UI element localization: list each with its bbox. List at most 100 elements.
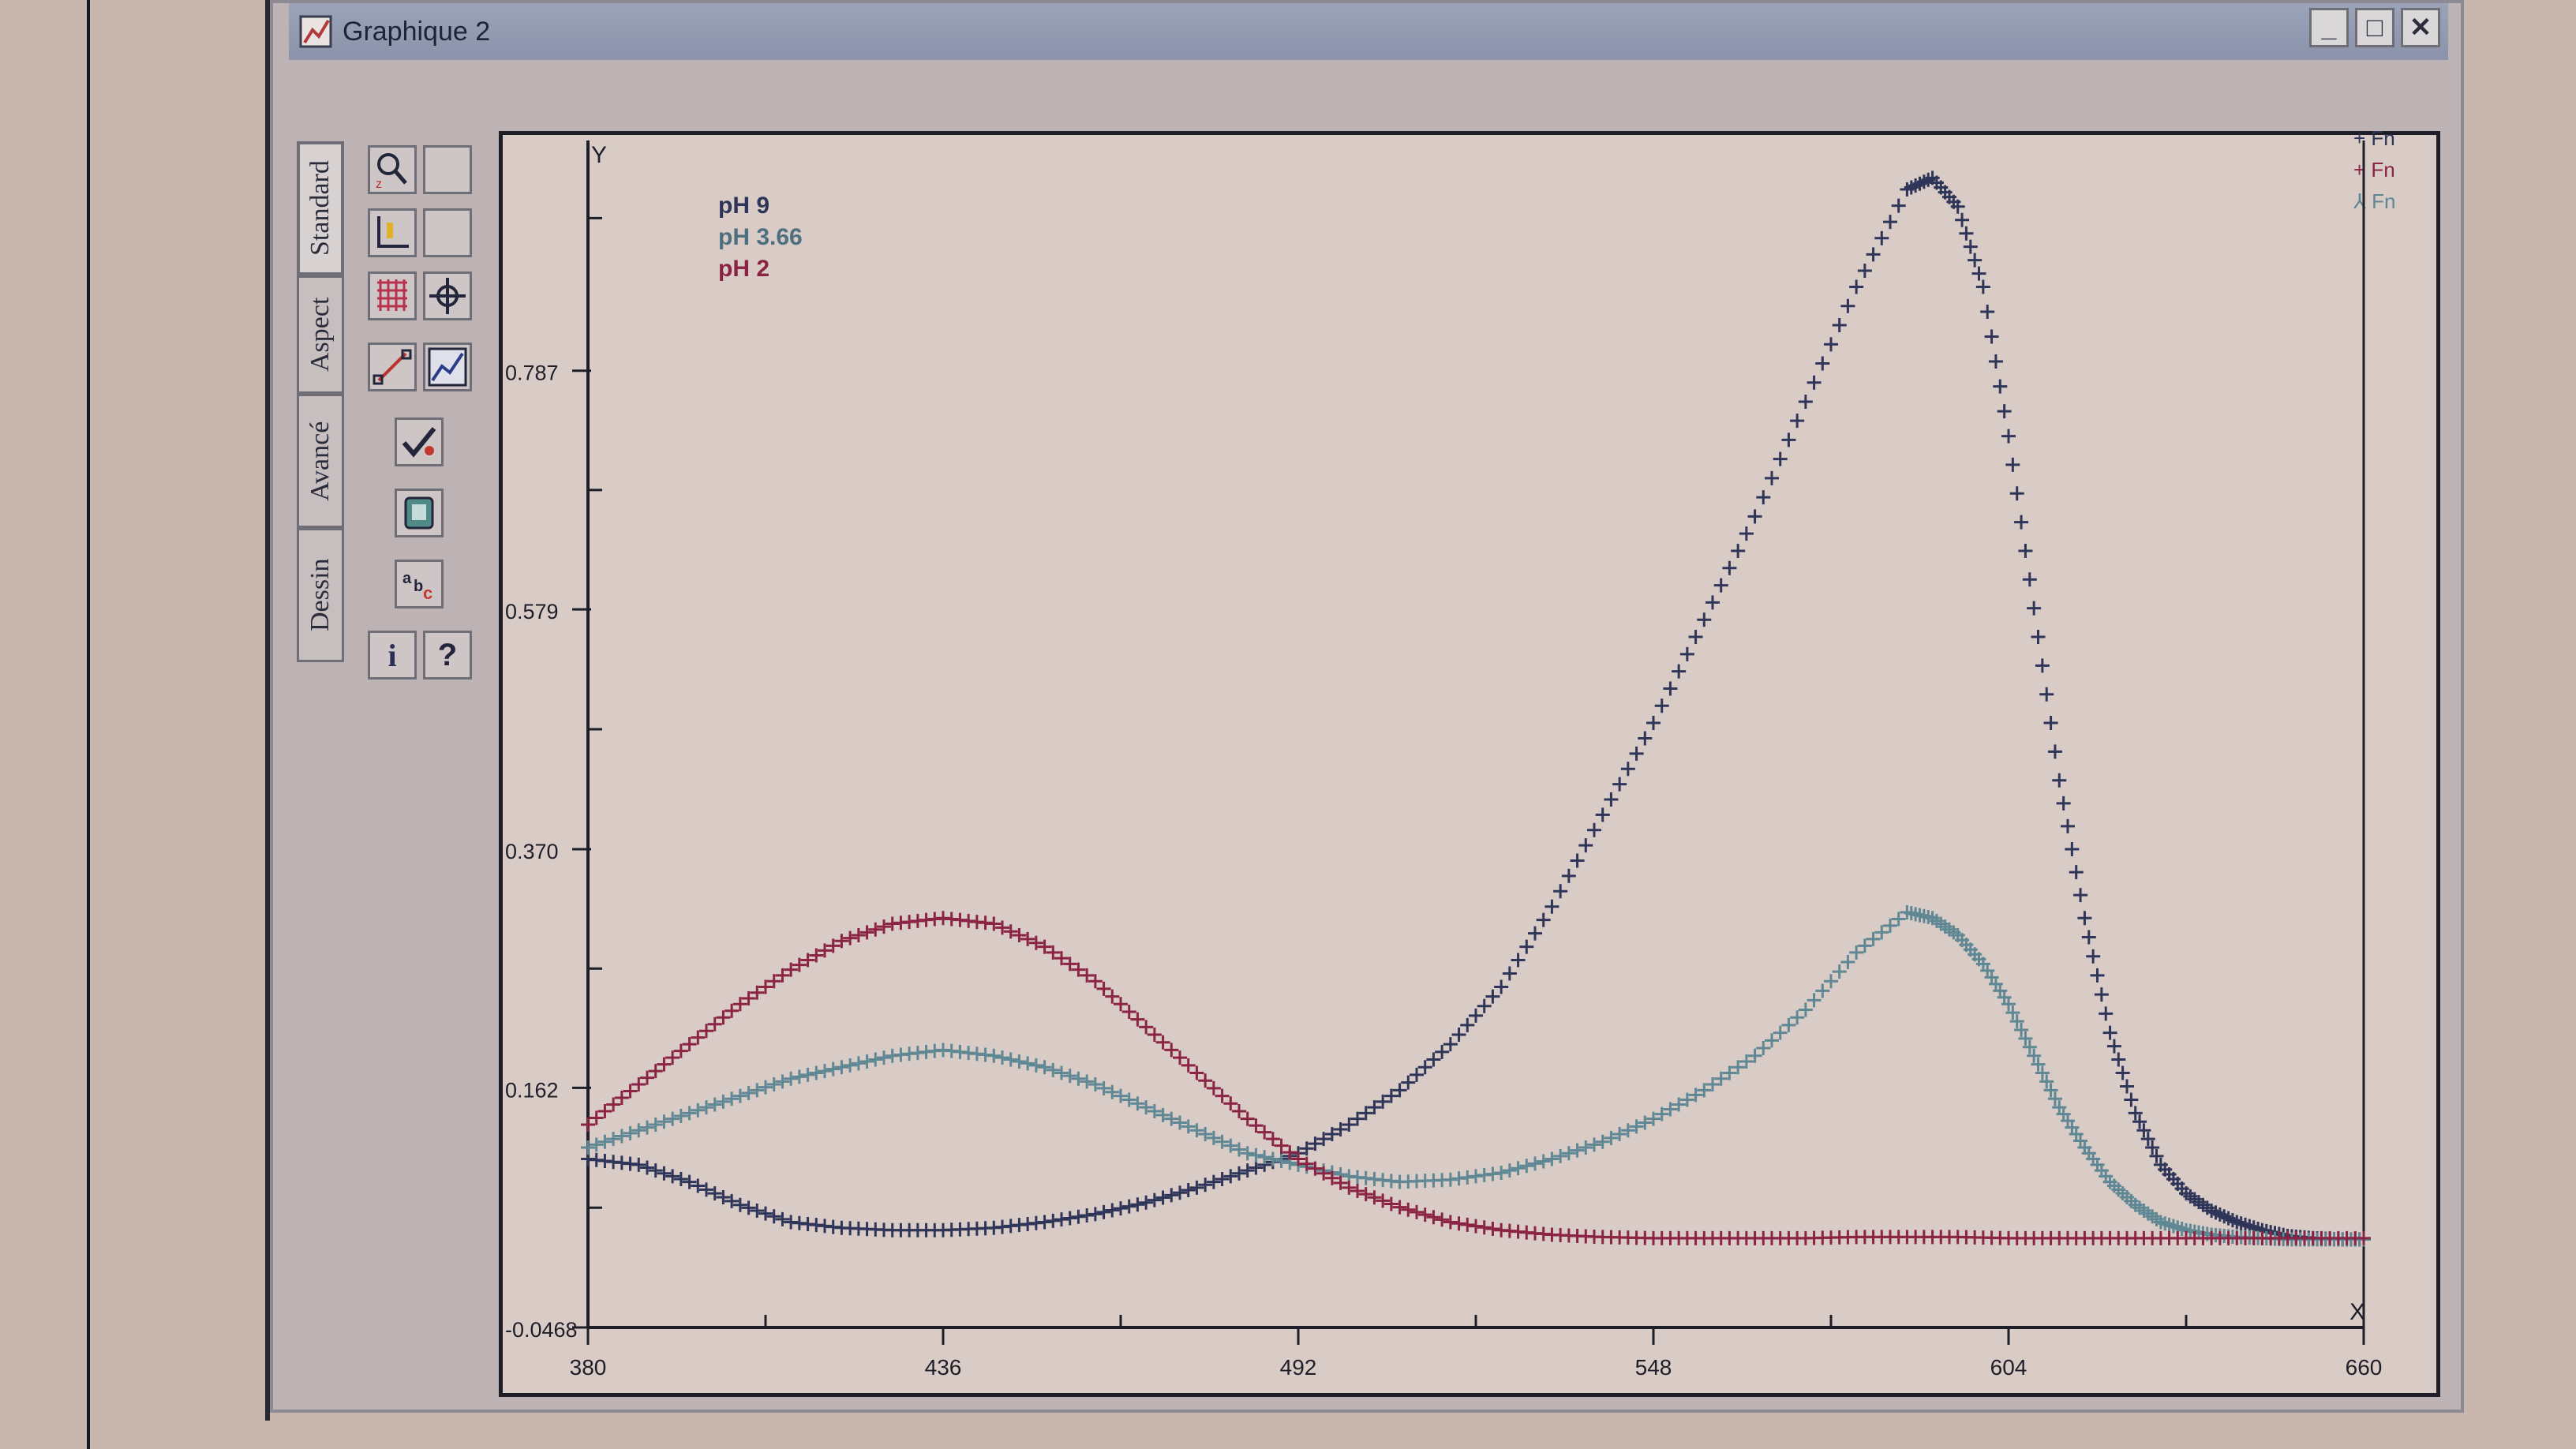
data-point <box>843 930 858 945</box>
data-point <box>1028 935 1043 950</box>
data-point <box>792 957 807 972</box>
help-tool[interactable]: ? <box>423 631 472 680</box>
data-point <box>750 1203 765 1218</box>
data-point <box>1342 1117 1357 1132</box>
data-point <box>724 1193 739 1208</box>
line-tool[interactable] <box>368 343 417 391</box>
data-point <box>1477 1220 1492 1235</box>
chart-format-tool[interactable] <box>423 343 472 391</box>
data-point <box>1866 931 1881 946</box>
data-point <box>1747 1048 1762 1063</box>
data-point <box>1062 957 1077 972</box>
data-point <box>665 1169 680 1184</box>
data-point <box>1963 239 1978 254</box>
close-icon: ✕ <box>2409 13 2432 43</box>
data-point <box>606 1097 621 1112</box>
data-point <box>1080 968 1095 983</box>
data-point <box>758 1206 773 1221</box>
data-point <box>665 1050 680 1065</box>
data-point <box>1198 1178 1213 1193</box>
data-point <box>1561 1146 1576 1161</box>
data-point <box>1993 379 2008 394</box>
data-point <box>623 1125 638 1140</box>
data-point <box>1037 1215 1052 1230</box>
data-point <box>1536 1154 1551 1169</box>
data-point <box>1046 1062 1061 1077</box>
data-point <box>2073 888 2088 903</box>
data-point <box>1088 1077 1103 1092</box>
data-point <box>1249 1118 1264 1133</box>
data-point <box>1485 1222 1500 1237</box>
data-point <box>2001 997 2016 1012</box>
data-point <box>1274 1138 1289 1153</box>
data-point <box>1971 266 1986 281</box>
data-point <box>868 1052 883 1067</box>
data-point <box>1088 1207 1103 1222</box>
data-point <box>1367 1190 1382 1205</box>
data-point <box>1383 1088 1398 1103</box>
data-point <box>2094 987 2109 1002</box>
svg-text:c: c <box>423 583 432 603</box>
data-point <box>1697 612 1712 627</box>
data-point <box>1240 1111 1255 1126</box>
data-point <box>1485 989 1500 1004</box>
blank-tool-1[interactable] <box>423 145 472 194</box>
paper-fold-line <box>87 0 90 1449</box>
data-point <box>2014 1022 2029 1037</box>
data-point <box>851 1056 866 1071</box>
data-point <box>1595 1134 1610 1149</box>
data-point <box>1164 1188 1179 1203</box>
zoom-tool[interactable]: z <box>368 145 417 194</box>
data-point <box>1062 1069 1077 1084</box>
data-point <box>716 1094 731 1109</box>
info-icon: i <box>388 637 397 673</box>
data-point <box>2056 796 2071 811</box>
axis-scale-tool[interactable] <box>368 208 417 257</box>
data-point <box>1824 337 1838 352</box>
data-point <box>1189 1180 1204 1195</box>
data-point <box>1620 1123 1635 1138</box>
data-point <box>1249 1160 1264 1175</box>
data-point <box>859 1054 874 1069</box>
grid-tool[interactable] <box>368 271 417 320</box>
info-tool[interactable]: i <box>368 631 417 680</box>
window-titlebar[interactable]: Graphique 2 _ □ ✕ <box>289 3 2448 60</box>
data-point <box>2061 818 2075 833</box>
data-point <box>1988 354 2003 369</box>
data-point <box>1646 1111 1661 1126</box>
data-point <box>987 916 1002 931</box>
validate-tool[interactable] <box>395 417 444 466</box>
series-pH-2 <box>581 911 2371 1245</box>
data-point <box>2039 1074 2054 1089</box>
data-point <box>1417 1208 1432 1222</box>
data-point <box>1840 954 1855 969</box>
crosshair-tool[interactable] <box>423 271 472 320</box>
series-pH-3_66 <box>581 904 2371 1247</box>
data-point <box>2027 1048 2042 1063</box>
data-point <box>1410 1204 1424 1219</box>
data-point <box>1333 1175 1348 1190</box>
data-point <box>707 1097 722 1112</box>
data-point <box>1096 1204 1111 1219</box>
data-point <box>1198 1127 1213 1142</box>
data-point <box>1638 1115 1653 1130</box>
data-point <box>1874 925 1889 940</box>
record-tool[interactable] <box>395 489 444 537</box>
data-point <box>1062 1211 1077 1226</box>
data-point <box>1105 1084 1120 1099</box>
data-point <box>1299 1156 1314 1171</box>
data-point <box>1198 1073 1213 1088</box>
data-point <box>724 1091 739 1106</box>
data-point <box>1883 918 1897 933</box>
data-point <box>1790 414 1805 429</box>
data-point <box>741 1085 756 1100</box>
maximize-button[interactable]: □ <box>2355 8 2394 47</box>
data-point <box>2014 515 2029 530</box>
data-point <box>1713 578 1728 593</box>
close-button[interactable]: ✕ <box>2401 8 2440 47</box>
data-point <box>2009 1014 2024 1029</box>
minimize-button[interactable]: _ <box>2309 8 2349 47</box>
axis-scale-icon <box>377 216 409 248</box>
blank-tool-2[interactable] <box>423 208 472 257</box>
